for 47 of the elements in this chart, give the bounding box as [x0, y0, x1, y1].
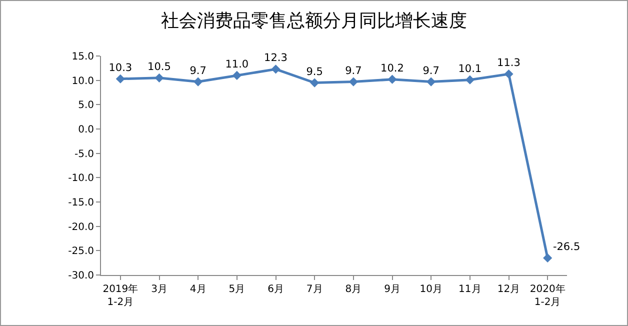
data-label: 10.1	[458, 62, 482, 75]
x-tick-label: 5月	[228, 284, 246, 295]
y-tick-label: 0.0	[78, 124, 94, 136]
point	[116, 74, 125, 84]
point	[194, 77, 203, 86]
data-label: 11.3	[497, 57, 520, 70]
x-tick-label: 2019年 1-2月	[102, 283, 138, 308]
y-tick-label: -5.0	[74, 148, 94, 160]
y-tick-label: 15.0	[72, 52, 94, 62]
x-tick-label: 7月	[306, 284, 323, 295]
data-label: 10.3	[108, 62, 132, 74]
x-tick-label: 12月	[497, 284, 520, 295]
data-label: 12.3	[264, 52, 288, 64]
point	[271, 64, 280, 74]
x-tick-label: 6月	[268, 284, 284, 295]
point	[504, 69, 514, 79]
point	[348, 77, 358, 86]
x-tick-label: 10月	[420, 284, 442, 295]
x-tick-label: 3月	[151, 284, 168, 295]
data-label: -26.5	[552, 240, 580, 253]
y-tick-label: 5.0	[78, 100, 94, 112]
data-label: 9.7	[190, 64, 206, 77]
data-label: 9.5	[306, 66, 323, 78]
y-tick-label: -30.0	[68, 270, 94, 282]
point	[426, 77, 436, 86]
data-label: 9.7	[345, 64, 362, 77]
point	[388, 74, 397, 84]
x-tick-label: 9月	[384, 284, 400, 295]
y-tick-label: 10.0	[72, 76, 94, 87]
data-label: 11.0	[225, 58, 249, 70]
y-tick-label: -20.0	[68, 222, 94, 233]
x-tick-label: 4月	[190, 284, 206, 295]
data-label: 10.2	[380, 62, 404, 74]
point	[232, 70, 242, 80]
x-tick-label: 11月	[458, 284, 482, 295]
data-label: 9.7	[422, 64, 440, 77]
point	[310, 78, 320, 88]
point	[465, 75, 474, 84]
y-tick-label: -10.0	[68, 173, 94, 184]
y-tick-label: -25.0	[68, 246, 94, 258]
x-tick-label: 2020年 1-2月	[530, 283, 566, 308]
y-tick-label: -15.0	[68, 198, 94, 208]
point	[543, 253, 552, 263]
x-tick-label: 8月	[345, 284, 362, 295]
chart-title: 社会消费品零售总额分月同比增长速度	[161, 10, 467, 32]
point	[154, 73, 164, 82]
data-label: 10.5	[148, 60, 171, 73]
